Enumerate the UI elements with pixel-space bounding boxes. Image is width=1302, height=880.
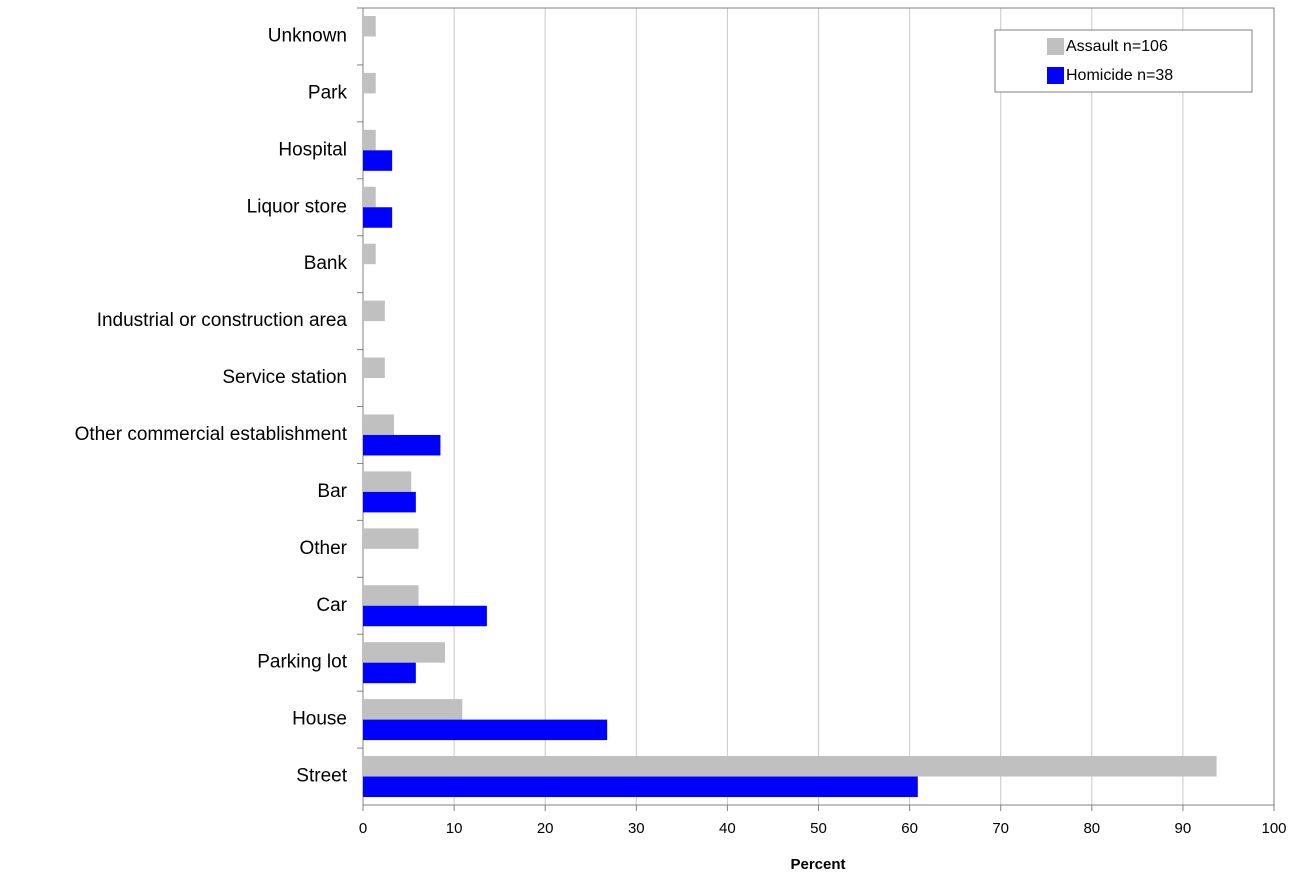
legend-label: Assault n=106 xyxy=(1066,38,1168,55)
x-tick-label: 0 xyxy=(359,820,367,837)
x-tick-label: 30 xyxy=(628,820,645,837)
y-tick-label: Street xyxy=(296,766,347,787)
bar xyxy=(363,776,918,798)
x-tick-label: 50 xyxy=(810,820,827,837)
y-tick-label: Bar xyxy=(317,481,347,502)
x-tick-label: 40 xyxy=(719,820,736,837)
legend-box xyxy=(994,29,1253,93)
bar xyxy=(363,300,385,322)
y-tick-label: House xyxy=(292,709,347,730)
bar xyxy=(363,756,1217,777)
y-tick-label: Hospital xyxy=(278,139,347,160)
bar xyxy=(363,72,376,94)
y-tick-label: Industrial or construction area xyxy=(97,310,348,331)
x-tick-label: 80 xyxy=(1083,820,1100,837)
legend-swatch xyxy=(1047,67,1064,84)
y-tick-label: Unknown xyxy=(268,25,347,46)
y-tick-label: Service station xyxy=(222,367,347,388)
bar xyxy=(363,186,376,208)
x-tick-label: 60 xyxy=(901,820,918,837)
x-tick-label: 20 xyxy=(537,820,554,837)
y-tick-label: Liquor store xyxy=(247,196,347,217)
x-tick-label: 90 xyxy=(1175,820,1192,837)
y-tick-label: Park xyxy=(308,82,348,103)
y-tick-label: Other xyxy=(299,538,347,559)
bar xyxy=(363,243,376,265)
y-tick-label: Other commercial establishment xyxy=(75,424,348,445)
legend-label: Homicide n=38 xyxy=(1066,67,1173,84)
bar xyxy=(363,15,376,37)
bar xyxy=(363,471,412,492)
bar xyxy=(363,357,385,379)
bar xyxy=(363,528,419,549)
x-tick-label: 100 xyxy=(1261,820,1286,837)
bar xyxy=(363,434,441,456)
x-tick-label: 10 xyxy=(446,820,463,837)
legend-swatch xyxy=(1047,38,1064,55)
y-tick-label: Parking lot xyxy=(257,652,347,673)
bar xyxy=(363,662,416,684)
bar xyxy=(363,491,416,513)
bar xyxy=(363,150,393,171)
bar xyxy=(363,129,376,151)
bar xyxy=(363,699,463,720)
bar xyxy=(363,207,393,228)
bar xyxy=(363,719,608,741)
x-tick-label: 70 xyxy=(992,820,1009,837)
bar xyxy=(363,642,445,663)
bar xyxy=(363,605,487,627)
bar xyxy=(363,585,419,606)
y-tick-label: Bank xyxy=(304,253,348,274)
y-tick-label: Car xyxy=(316,595,347,616)
bar xyxy=(363,414,394,435)
x-axis-label: Percent xyxy=(790,856,845,873)
